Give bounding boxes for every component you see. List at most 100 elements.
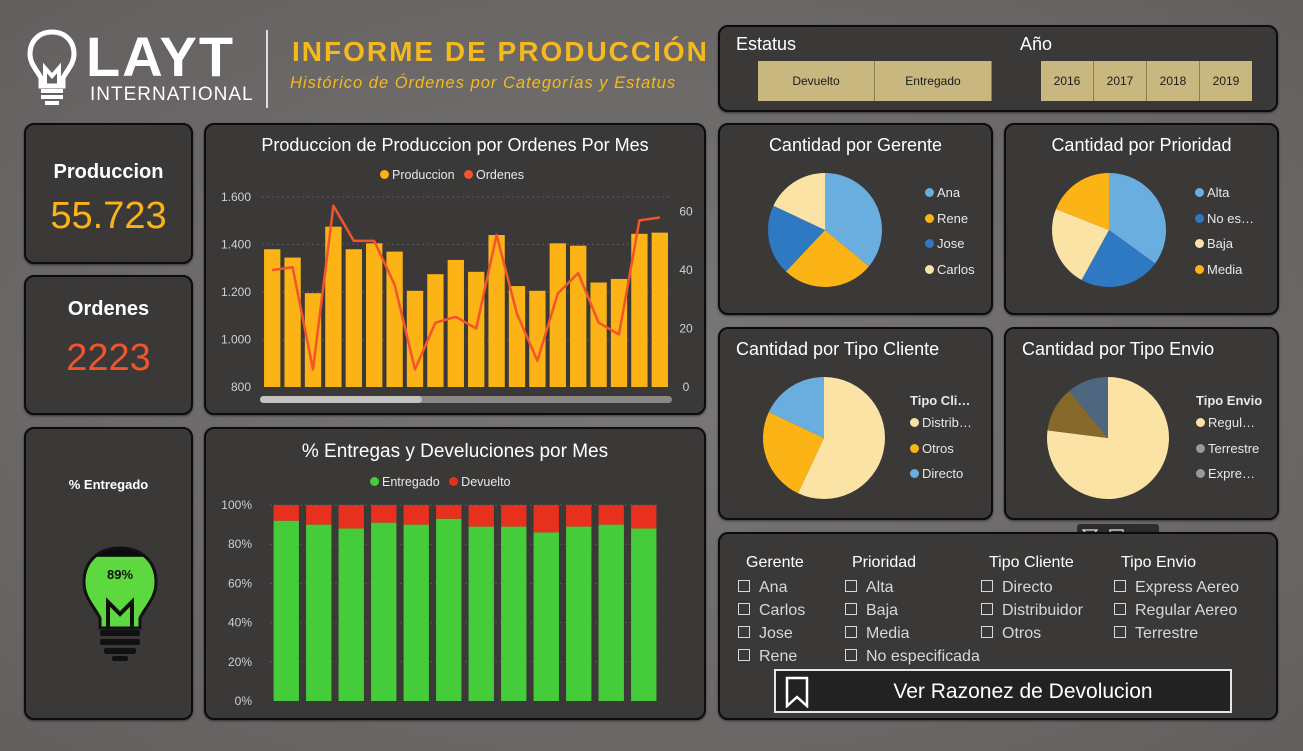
slicer-tipo-cliente-distribuidor[interactable]: Distribuidor: [981, 602, 1083, 620]
slicer-prioridad-alta[interactable]: Alta: [845, 579, 894, 597]
pie-tipo-cliente-card: Cantidad por Tipo Cliente Tipo Cli… Dist…: [718, 327, 993, 520]
header-divider: [266, 30, 268, 108]
bar-entregado: [566, 526, 592, 701]
slicer-tipo-cliente-otros[interactable]: Otros: [981, 625, 1041, 643]
kpi-ordenes-value: 2223: [66, 337, 151, 379]
legend-item: Expre…: [1196, 466, 1262, 492]
legend-produccion: Produccion: [380, 168, 455, 182]
slicer-prioridad-no-especificada[interactable]: No especificada: [845, 648, 980, 666]
pie-slice: [1047, 390, 1108, 438]
bar-produccion: [406, 290, 424, 387]
estatus-entregado-button[interactable]: Entregado: [875, 61, 992, 101]
pie-tipo-cliente-title: Cantidad por Tipo Cliente: [736, 339, 940, 359]
pie-tipo-cliente-chart: [763, 377, 885, 499]
anio-2018-button[interactable]: 2018: [1147, 61, 1200, 101]
report-subtitle: Histórico de Órdenes por Categorías y Es…: [290, 74, 677, 92]
bar-produccion: [549, 243, 566, 387]
slicer-gerente-ana[interactable]: Ana: [738, 579, 787, 597]
y2-tick-label: 40: [679, 263, 693, 277]
y-tick-label: 1.200: [221, 285, 251, 299]
pie-slice: [768, 205, 825, 272]
legend-item: Regul…: [1196, 415, 1262, 441]
slicer-prioridad-baja[interactable]: Baja: [845, 602, 898, 620]
y-tick-label: 1.000: [221, 333, 251, 347]
anio-2017-button[interactable]: 2017: [1094, 61, 1147, 101]
logo-subtext: INTERNATIONAL: [90, 84, 254, 105]
production-orders-chart: 800 1.000 1.200 1.400 1.600 0 20 40 60: [221, 190, 693, 403]
scrollbar-thumb: [260, 396, 422, 403]
slicer-tipo-envio-express-aereo[interactable]: Express Aereo: [1114, 579, 1239, 597]
slicer-tipo-envio-regular-aereo[interactable]: Regular Aereo: [1114, 602, 1237, 620]
slicer-tipo-envio-header: Tipo Envio: [1121, 554, 1196, 571]
header: LAYT INTERNATIONAL INFORME DE PRODUCCIÓN…: [22, 25, 712, 116]
legend-item: Directo: [910, 466, 972, 492]
pie-gerente-chart: [768, 173, 882, 287]
slicer-tipo-cliente-header: Tipo Cliente: [989, 554, 1074, 571]
slicer-prioridad-media[interactable]: Media: [845, 625, 910, 643]
slicer-gerente-jose[interactable]: Jose: [738, 625, 793, 643]
pie-prioridad-title: Cantidad por Prioridad: [1051, 135, 1232, 155]
delivery-chart-title: % Entregas y Develuciones por Mes: [301, 441, 609, 462]
delivery-returns-chart: 0% 20% 40% 60% 80% 100%: [221, 498, 660, 708]
slicer-tipo-envio-terrestre[interactable]: Terrestre: [1114, 625, 1198, 643]
estatus-label: Estatus: [736, 34, 797, 54]
y2-tick-label: 0: [683, 380, 690, 394]
kpi-ordenes-label: Ordenes: [67, 298, 150, 320]
filter-panel: Estatus Año Devuelto Entregado 2016 2017…: [718, 25, 1278, 112]
bar-produccion: [488, 235, 505, 387]
y-tick-label: 100%: [221, 498, 252, 512]
y-tick-label: 80%: [228, 537, 252, 551]
pie-gerente-title: Cantidad por Gerente: [768, 135, 943, 155]
slicer-gerente-rene[interactable]: Rene: [738, 648, 797, 666]
bar-produccion: [631, 233, 648, 387]
kpi-produccion-card: Produccion 55.723: [24, 123, 193, 264]
bar-entregado: [273, 520, 299, 701]
bar-produccion: [427, 274, 444, 387]
bar-entregado: [501, 526, 527, 701]
slicer-prioridad-header: Prioridad: [852, 554, 917, 571]
ver-razonez-button[interactable]: Ver Razonez de Devolucion: [774, 669, 1232, 713]
pie-slice: [1069, 377, 1108, 438]
pie-prioridad-chart: [1052, 173, 1166, 287]
bar-entregado: [468, 526, 494, 701]
bar-devuelto: [403, 505, 429, 525]
legend-devuelto: Devuelto: [449, 475, 511, 489]
bar-entregado: [371, 522, 397, 701]
bar-devuelto: [371, 505, 397, 523]
legend-item: Otros: [910, 441, 972, 467]
y-tick-label: 1.400: [221, 238, 251, 252]
bar-produccion: [386, 251, 403, 387]
y2-tick-label: 20: [679, 322, 693, 336]
slicer-panel: Gerente Ana Carlos Jose Rene Prioridad A…: [718, 532, 1278, 720]
legend-ordenes: Ordenes: [464, 168, 524, 182]
kpi-entregado-label: % Entregado: [68, 477, 149, 492]
bar-devuelto: [306, 505, 332, 525]
estatus-devuelto-button[interactable]: Devuelto: [758, 61, 875, 101]
bar-produccion: [284, 257, 301, 387]
bar-entregado: [533, 532, 559, 701]
bar-devuelto: [436, 505, 462, 519]
bar-produccion: [570, 245, 587, 387]
legend-item: Baja: [1195, 236, 1254, 262]
anio-2019-button[interactable]: 2019: [1200, 61, 1252, 101]
legend-title: Tipo Envio: [1196, 393, 1263, 408]
slicer-tipo-cliente-directo[interactable]: Directo: [981, 579, 1053, 597]
legend-item: Media: [1195, 262, 1254, 288]
production-chart-legend: Produccion Ordenes: [380, 168, 524, 182]
bar-devuelto: [598, 505, 624, 525]
legend-item: Jose: [925, 236, 975, 262]
legend-item: Alta: [1195, 185, 1254, 211]
anio-2016-button[interactable]: 2016: [1041, 61, 1094, 101]
logo-text: LAYT: [86, 25, 236, 88]
report-title: INFORME DE PRODUCCIÓN: [292, 36, 709, 67]
legend-item: Terrestre: [1196, 441, 1262, 467]
bar-entregado: [403, 524, 429, 701]
lightbulb-logo-icon: [27, 29, 77, 105]
slicer-gerente-carlos[interactable]: Carlos: [738, 602, 805, 620]
slicer-gerente-header: Gerente: [746, 554, 804, 571]
bar-entregado: [631, 528, 657, 701]
pie-slice: [1056, 173, 1109, 230]
pie-slice: [825, 173, 882, 267]
pie-tipo-envio-chart: [1047, 377, 1169, 499]
